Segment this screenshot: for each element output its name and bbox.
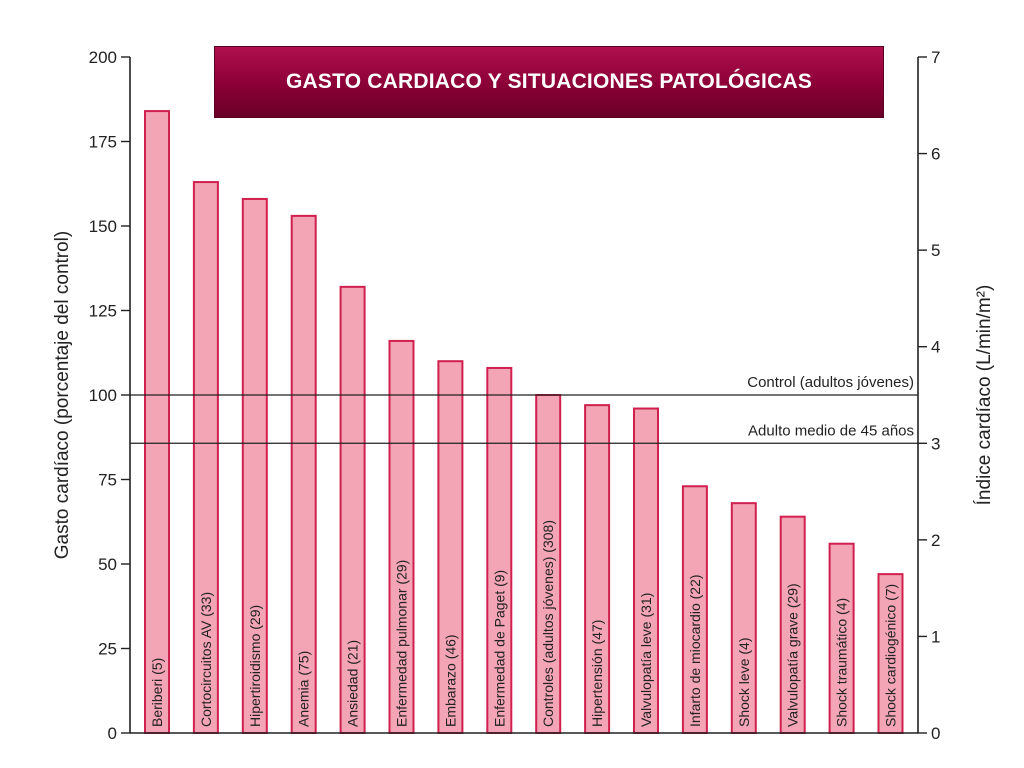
bar xyxy=(633,407,659,734)
right-tick-label: 2 xyxy=(931,531,940,550)
bars xyxy=(144,110,904,735)
bar-label: Enfermedad de Paget (9) xyxy=(491,570,507,727)
right-tick-label: 4 xyxy=(931,338,940,357)
left-tick-label: 200 xyxy=(89,48,117,67)
bar xyxy=(192,181,219,734)
right-tick-label: 3 xyxy=(931,434,940,453)
bar xyxy=(144,110,170,734)
y-axis-title: Gasto cardíaco (porcentaje del control) xyxy=(52,231,73,559)
right-tick-label: 7 xyxy=(931,48,940,67)
right-tick-label: 5 xyxy=(931,241,940,260)
left-tick-label: 50 xyxy=(98,555,117,574)
bar-label: Beriberi (5) xyxy=(149,658,165,727)
bar-labels: Beriberi (5) Cortocircuitos AV (33) Hipert… xyxy=(149,520,899,727)
left-tick-label: 175 xyxy=(89,133,117,152)
y2-axis-title: Índice cardíaco (L/min/m²) xyxy=(974,285,995,506)
left-axis-ticks: 0 25 50 75 100 125 150 175 200 xyxy=(89,48,130,743)
right-tick-label: 1 xyxy=(931,627,940,646)
bar-label: Anemia (75) xyxy=(296,651,312,727)
left-tick-label: 25 xyxy=(98,640,117,659)
left-tick-label: 125 xyxy=(89,302,117,321)
reference-line-label: Adulto medio de 45 años xyxy=(748,422,914,439)
bar-label: Controles (adultos jóvenes) (308) xyxy=(540,520,556,727)
bar xyxy=(730,502,757,734)
bar-label: Hipertiroidismo (29) xyxy=(247,605,263,727)
bar xyxy=(779,515,806,734)
bar xyxy=(241,197,268,734)
left-tick-label: 150 xyxy=(89,217,117,236)
right-tick-label: 0 xyxy=(931,724,940,743)
bar-label: Valvulopatía grave (29) xyxy=(785,583,801,727)
left-tick-label: 75 xyxy=(98,471,117,490)
bar-label: Enfermedad pulmonar (29) xyxy=(394,560,410,727)
left-tick-label: 0 xyxy=(108,724,117,743)
chart-title: GASTO CARDIACO Y SITUACIONES PATOLÓGICAS xyxy=(214,46,884,118)
bar-label: Infarto de miocardio (22) xyxy=(687,574,703,727)
bar xyxy=(437,360,464,734)
reference-lines: Control (adultos jóvenes) Adulto medio de… xyxy=(130,374,918,444)
bar xyxy=(584,404,611,734)
bar-label: Ansiedad (21) xyxy=(345,640,361,727)
bar-label: Valvulopatía leve (31) xyxy=(638,593,654,727)
bar-label: Cortocircuitos AV (33) xyxy=(198,592,214,727)
bar-label: Shock traumático (4) xyxy=(834,598,850,727)
right-axis-ticks: 0 1 2 3 4 5 6 7 xyxy=(918,48,940,743)
right-tick-label: 6 xyxy=(931,145,940,164)
bar xyxy=(681,485,708,735)
bar-label: Embarazo (46) xyxy=(442,634,458,727)
left-tick-label: 100 xyxy=(89,386,117,405)
bar-label: Hipertensión (47) xyxy=(589,620,605,727)
bar-label: Shock cardiogénico (7) xyxy=(883,584,899,727)
bar-label: Shock leve (4) xyxy=(736,638,752,727)
bar xyxy=(535,394,562,734)
bar xyxy=(877,573,904,735)
bar xyxy=(486,366,513,734)
reference-line-label: Control (adultos jóvenes) xyxy=(747,374,914,391)
bar xyxy=(339,285,366,734)
